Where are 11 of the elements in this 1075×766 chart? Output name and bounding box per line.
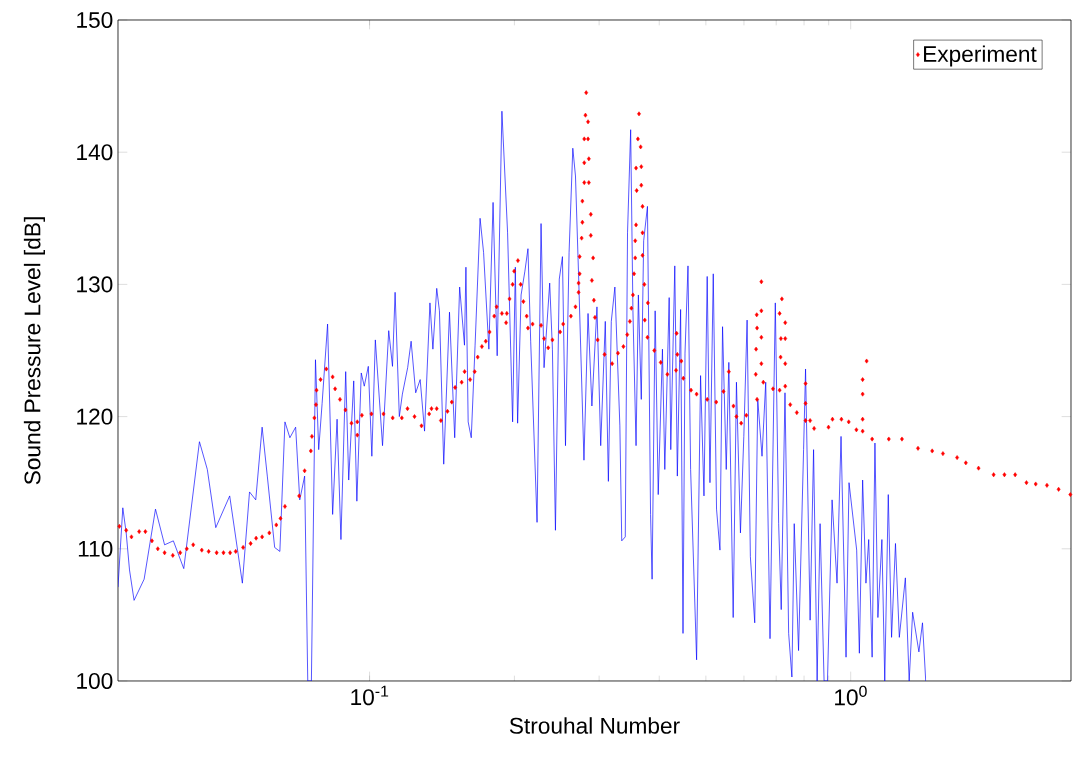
y-tick-label: 100 xyxy=(77,672,113,690)
x-tick-label: 10$^{-1}$ xyxy=(351,685,389,706)
y-tick-label: 130 xyxy=(77,276,113,293)
y-tick-label: 110 xyxy=(78,540,113,557)
y-axis-title: Sound Pressure Level [dB] xyxy=(23,217,45,485)
x-axis-title: Strouhal Number xyxy=(509,717,680,734)
y-tick-label: 140 xyxy=(77,144,113,161)
x-tick-label: 10$^{0}$ xyxy=(835,685,867,706)
y-tick-label: 120 xyxy=(77,408,113,425)
legend-label: Experiment xyxy=(924,45,1037,67)
y-tick-label: 150 xyxy=(77,11,113,29)
